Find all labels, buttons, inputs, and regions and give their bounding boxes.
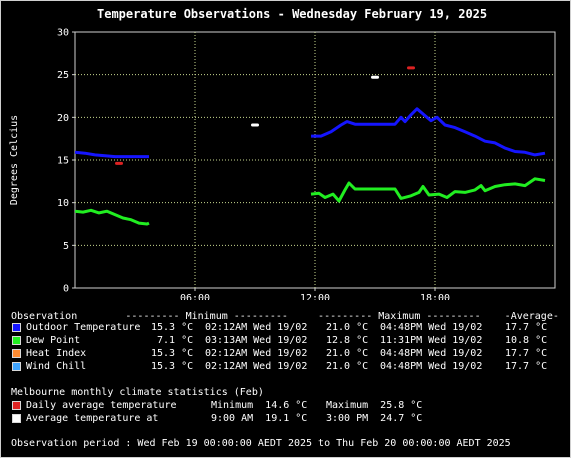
- legend-max-time: 04:48PM Wed 19/02: [380, 361, 483, 372]
- legend-label: Outdoor Temperature: [26, 322, 141, 333]
- x-tick-label: 06:00: [180, 293, 210, 300]
- series-line: [311, 107, 546, 157]
- legend-max: 12.8 °C: [326, 335, 369, 346]
- legend-avg: 17.7 °C: [505, 322, 548, 333]
- climate-max: Maximum 25.8 °C: [326, 400, 423, 411]
- climate-marker: [407, 66, 415, 70]
- y-tick-label: 15: [57, 156, 69, 167]
- legend-min: 15.3 °C: [151, 361, 194, 372]
- x-tick-label: 18:00: [420, 293, 450, 300]
- legend-avg: 10.8 °C: [505, 335, 548, 346]
- series-line: [74, 150, 149, 159]
- legend-max-time: 04:48PM Wed 19/02: [380, 322, 483, 333]
- y-tick-label: 25: [57, 70, 69, 81]
- y-tick-label: 30: [57, 28, 69, 39]
- legend-max: 21.0 °C: [326, 322, 369, 333]
- legend-min: 15.3 °C: [151, 348, 194, 359]
- dew-point-swatch: [12, 336, 21, 345]
- legend-avg: 17.7 °C: [505, 348, 548, 359]
- y-tick-label: 20: [57, 113, 69, 124]
- legend-min-time: 02:12AM Wed 19/02: [205, 322, 308, 333]
- climate-afternoon: 3:00 PM 24.7 °C: [326, 413, 423, 424]
- legend-min-time: 02:12AM Wed 19/02: [205, 361, 308, 372]
- average-at-swatch: [12, 414, 21, 423]
- climate-header: Melbourne monthly climate statistics (Fe…: [11, 387, 264, 398]
- climate-label: Daily average temperature: [26, 400, 177, 411]
- climate-morning: 9:00 AM 19.1 °C: [211, 413, 308, 424]
- series-line: [310, 177, 546, 203]
- legend-min: 15.3 °C: [151, 322, 194, 333]
- legend-min: 7.1 °C: [151, 335, 194, 346]
- wind-chill-swatch: [12, 362, 21, 371]
- legend-max-time: 11:31PM Wed 19/02: [380, 335, 483, 346]
- legend-max: 21.0 °C: [326, 348, 369, 359]
- series-line: [74, 208, 150, 226]
- climate-label: Average temperature at: [26, 413, 159, 424]
- temperature-chart: 0 5 10 15 20 25 30 06:00 12:00 18:00 Degrees Celci…: [9, 28, 556, 300]
- legend-label: Wind Chill: [26, 361, 87, 372]
- legend-min-time: 03:13AM Wed 19/02: [205, 335, 308, 346]
- legend-min-time: 02:12AM Wed 19/02: [205, 348, 308, 359]
- climate-marker: [251, 123, 259, 127]
- series-dew-point: [74, 177, 546, 226]
- observation-period: Observation period : Wed Feb 19 00:00:00…: [11, 438, 511, 449]
- legend-avg: 17.7 °C: [505, 361, 548, 372]
- x-tick-label: 12:00: [300, 293, 330, 300]
- heat-index-swatch: [12, 349, 21, 358]
- legend-header: Observation --------- Minimum --------- …: [11, 311, 559, 322]
- climate-marker: [115, 161, 123, 165]
- y-axis-label: Degrees Celcius: [9, 115, 20, 205]
- daily-average-swatch: [12, 401, 21, 410]
- y-tick-label: 10: [57, 198, 69, 209]
- legend-label: Dew Point: [26, 335, 81, 346]
- legend-max-time: 04:48PM Wed 19/02: [380, 348, 483, 359]
- climate-min: Minimum 14.6 °C: [211, 400, 308, 411]
- y-tick-label: 5: [63, 241, 69, 252]
- legend-max: 21.0 °C: [326, 361, 369, 372]
- climate-marker: [371, 75, 379, 79]
- series-outdoor-temperature: [74, 107, 546, 159]
- y-tick-label: 0: [63, 284, 69, 295]
- outdoor-temperature-swatch: [12, 323, 21, 332]
- chart-title: Temperature Observations - Wednesday Feb…: [97, 7, 488, 21]
- legend-label: Heat Index: [26, 348, 87, 359]
